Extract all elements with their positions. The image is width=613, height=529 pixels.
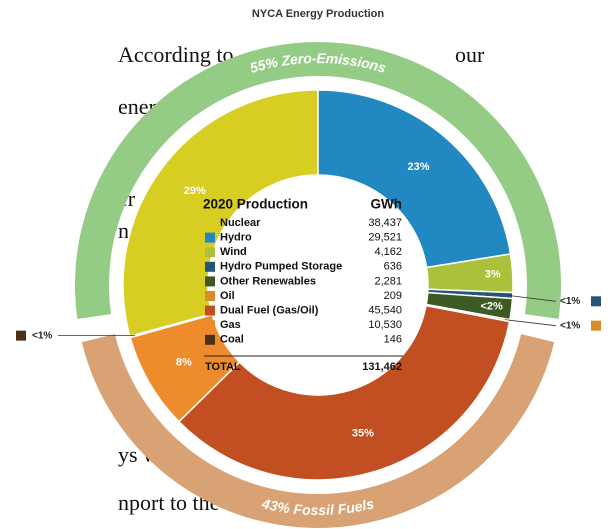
legend-value: 146 <box>384 334 402 346</box>
legend-label: Gas <box>220 319 241 331</box>
legend-value: 29,521 <box>368 232 402 244</box>
legend-swatch <box>205 247 215 258</box>
legend-value: 636 <box>384 261 402 273</box>
leader-line <box>507 294 557 302</box>
slice-label: 23% <box>407 161 429 173</box>
slice-label: <1% <box>32 330 52 341</box>
legend-title: 2020 Production <box>203 197 308 212</box>
legend-label: Wind <box>220 246 247 258</box>
legend-label: Other Renewables <box>220 275 316 287</box>
label-swatch <box>591 320 601 331</box>
slice-label: 3% <box>485 268 501 280</box>
legend-unit: GWh <box>371 197 403 212</box>
legend-swatch <box>205 218 215 228</box>
legend-value: 10,530 <box>368 319 402 331</box>
slice-label: 8% <box>176 357 192 369</box>
legend-swatch <box>205 261 215 272</box>
slice-label: <2% <box>480 301 503 313</box>
total-value: 131,462 <box>362 361 402 373</box>
legend-label: Oil <box>220 290 235 302</box>
group-arc <box>81 334 555 529</box>
slice-label: <1% <box>560 320 580 331</box>
legend-swatch <box>205 291 215 301</box>
slice <box>177 304 511 481</box>
legend-swatch <box>205 320 215 331</box>
document-text: our <box>455 42 485 67</box>
legend-label: Nuclear <box>220 217 261 229</box>
chart-title: NYCA Energy Production <box>252 8 384 20</box>
group-arc <box>74 41 561 319</box>
slice <box>317 89 512 269</box>
legend-swatch <box>205 232 215 243</box>
slice-label: 35% <box>352 427 374 439</box>
legend-value: 2,281 <box>374 275 402 287</box>
leader-line <box>504 319 557 327</box>
label-swatch <box>591 296 601 307</box>
legend-value: 38,437 <box>368 217 402 229</box>
legend-label: Hydro <box>220 232 252 244</box>
slice-label: <1% <box>560 296 580 307</box>
legend-label: Hydro Pumped Storage <box>220 261 342 273</box>
legend-value: 209 <box>384 290 402 302</box>
legend-value: 45,540 <box>368 305 402 317</box>
total-name: TOTAL <box>205 361 241 373</box>
legend-label: Coal <box>220 334 244 346</box>
legend-value: 4,162 <box>374 246 402 258</box>
legend-swatch <box>205 276 215 287</box>
document-text: According to <box>118 42 233 67</box>
slice-label: 29% <box>184 185 206 197</box>
document-text: n <box>118 218 129 243</box>
slice <box>122 89 319 338</box>
legend-swatch <box>205 334 215 345</box>
label-swatch <box>16 330 26 341</box>
legend-label: Dual Fuel (Gas/Oil) <box>220 305 319 317</box>
legend-swatch <box>205 305 215 316</box>
